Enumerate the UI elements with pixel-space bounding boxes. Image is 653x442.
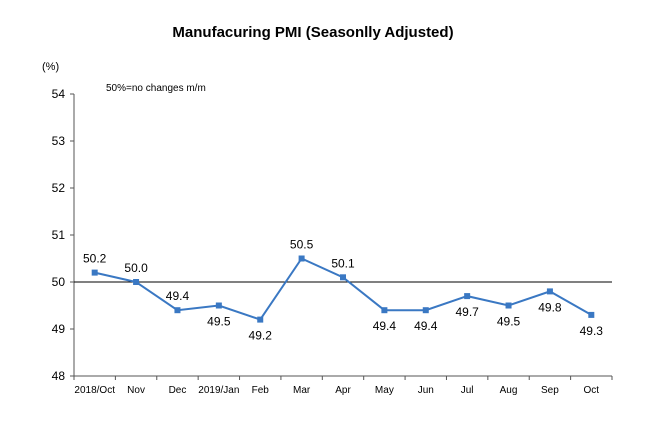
- data-labels: 50.2 50.0 49.4 49.5 49.2 50.5 50.1 49.4 49.4 49.7…: [83, 238, 603, 343]
- data-label: 50.5: [290, 238, 314, 252]
- chart-title: Manufacuring PMI (Seasonlly Adjusted): [172, 24, 453, 41]
- data-label: 50.2: [83, 252, 107, 266]
- data-label: 49.5: [497, 315, 521, 329]
- y-tick-label: 53: [52, 134, 66, 148]
- data-point-marker: [422, 307, 429, 314]
- data-label: 49.3: [580, 324, 604, 338]
- data-point-marker: [505, 302, 512, 309]
- x-tick-label: Jul: [461, 385, 474, 396]
- data-point-marker: [588, 311, 595, 318]
- data-point-marker: [174, 307, 181, 314]
- x-tick-label: Aug: [500, 385, 518, 396]
- y-tick-label: 48: [52, 369, 66, 383]
- x-tick-label: Nov: [127, 385, 145, 396]
- x-tick-label: Jun: [418, 385, 434, 396]
- data-label: 49.4: [373, 319, 397, 333]
- chart-annotation: 50%=no changes m/m: [106, 83, 206, 94]
- y-tick-label: 54: [52, 87, 66, 101]
- data-point-marker: [133, 279, 140, 285]
- x-tick-label: 2019/Jan: [198, 385, 239, 396]
- data-label: 50.1: [331, 256, 355, 270]
- x-tick-label: Sep: [541, 385, 559, 396]
- data-label: 49.2: [249, 329, 273, 343]
- y-tick-label: 52: [52, 181, 66, 195]
- data-label: 49.8: [538, 300, 562, 314]
- data-label: 49.4: [414, 319, 438, 333]
- series-group: [91, 255, 595, 323]
- x-tick-label: Apr: [335, 385, 351, 396]
- data-point-marker: [298, 255, 305, 262]
- axes: 48 49 50 51 52 53 54 2018/Oct Nov Dec 2019/Jan Feb M…: [52, 87, 613, 396]
- x-tick-label: Dec: [169, 385, 187, 396]
- data-point-marker: [91, 269, 98, 276]
- data-point-marker: [546, 288, 553, 295]
- y-unit-label: (%): [42, 61, 59, 73]
- data-point-marker: [257, 316, 264, 323]
- y-tick-label: 50: [52, 275, 66, 289]
- data-label: 50.0: [124, 261, 148, 275]
- data-point-marker: [340, 274, 346, 281]
- y-tick-label: 51: [52, 228, 66, 242]
- x-tick-label: Feb: [252, 385, 270, 396]
- data-label: 49.7: [455, 305, 479, 319]
- y-tick-label: 49: [52, 322, 66, 336]
- data-point-marker: [464, 293, 471, 300]
- data-label: 49.4: [166, 289, 190, 303]
- data-label: 49.5: [207, 315, 231, 329]
- x-tick-label: May: [375, 385, 394, 396]
- x-tick-label: 2018/Oct: [74, 385, 115, 396]
- data-point-marker: [381, 307, 388, 314]
- data-point-marker: [215, 302, 222, 309]
- x-tick-label: Mar: [293, 385, 311, 396]
- x-tick-label: Oct: [584, 385, 600, 396]
